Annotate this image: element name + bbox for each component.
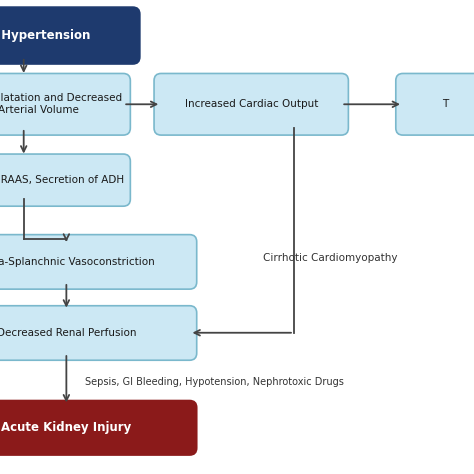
Text: Acute Kidney Injury: Acute Kidney Injury <box>1 421 131 434</box>
Text: Extra-Splanchnic Vasoconstriction: Extra-Splanchnic Vasoconstriction <box>0 257 155 267</box>
FancyBboxPatch shape <box>0 306 197 360</box>
FancyBboxPatch shape <box>0 7 140 64</box>
Text: Increased Cardiac Output: Increased Cardiac Output <box>184 99 318 109</box>
Text: Activation of SNS, RAAS, Secretion of ADH: Activation of SNS, RAAS, Secretion of AD… <box>0 175 124 185</box>
FancyBboxPatch shape <box>154 73 348 135</box>
Text: Sepsis, GI Bleeding, Hypotension, Nephrotoxic Drugs: Sepsis, GI Bleeding, Hypotension, Nephro… <box>85 376 344 387</box>
FancyBboxPatch shape <box>0 401 197 455</box>
FancyBboxPatch shape <box>0 235 197 289</box>
FancyBboxPatch shape <box>0 73 130 135</box>
FancyBboxPatch shape <box>0 154 130 206</box>
Text: Cirrhotic Cardiomyopathy: Cirrhotic Cardiomyopathy <box>263 253 398 264</box>
Text: Decreased Renal Perfusion: Decreased Renal Perfusion <box>0 328 136 338</box>
Text: T: T <box>442 99 449 109</box>
Text: Splanchnic Vasodilatation and Decreased
Effective Arterial Volume: Splanchnic Vasodilatation and Decreased … <box>0 93 122 115</box>
Text: Portal Hypertension: Portal Hypertension <box>0 29 91 42</box>
FancyBboxPatch shape <box>396 73 474 135</box>
